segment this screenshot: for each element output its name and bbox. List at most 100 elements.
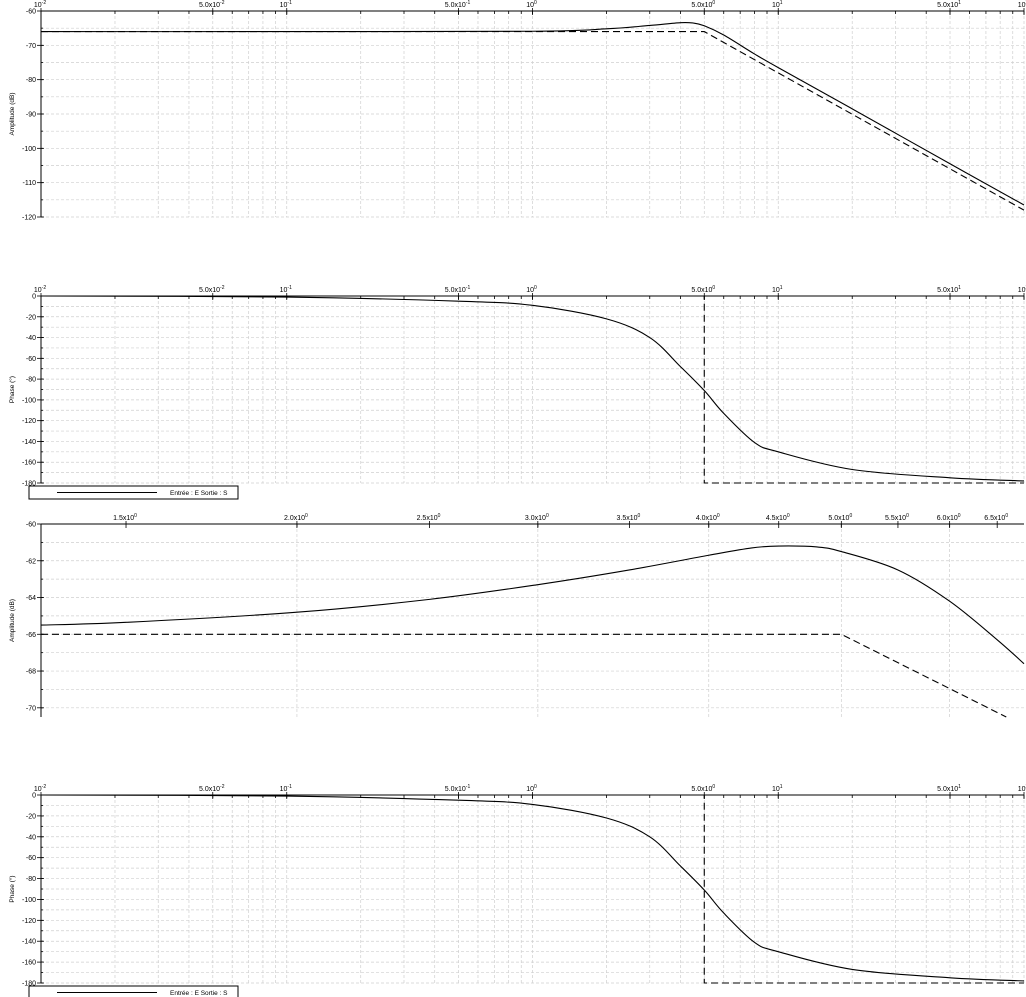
y-tick-label: -180 — [22, 481, 36, 488]
series-group — [41, 21, 1025, 211]
y-tick-label: -100 — [22, 146, 36, 153]
y-tick-label: -70 — [26, 705, 36, 712]
asymptote-curve — [41, 794, 1024, 984]
x-tick-label: 10-1 — [280, 784, 292, 793]
y-tick-label: -100 — [22, 397, 36, 404]
y-tick-label: 0 — [32, 793, 36, 800]
y-tick-label: -62 — [26, 558, 36, 565]
response-curve — [41, 794, 1025, 982]
y-axis-title: Amplitude (dB) — [9, 93, 16, 136]
x-tick-label: 100 — [526, 285, 537, 294]
grid — [41, 794, 1025, 984]
x-tick-label: 4.0x100 — [696, 513, 720, 522]
x-tick-label: 5.0x100 — [691, 0, 715, 9]
x-tick-label: 5.0x10-2 — [199, 784, 225, 793]
x-tick-label: 5.5x100 — [885, 513, 909, 522]
x-tick-label: 5.0x10-2 — [199, 285, 225, 294]
y-tick-label: -180 — [22, 981, 36, 988]
x-tick-label: 5.0x101 — [937, 285, 961, 294]
asymptote-curve — [41, 295, 1024, 484]
grid — [41, 295, 1025, 484]
legend: Entrée : E Sortie : S — [28, 485, 239, 500]
x-tick-label: 101 — [772, 784, 783, 793]
y-tick-label: -40 — [26, 335, 36, 342]
series-group — [41, 295, 1025, 484]
x-tick-label: 100 — [526, 784, 537, 793]
y-tick-label: -80 — [26, 377, 36, 384]
x-tick-label: 3.5x100 — [617, 513, 641, 522]
x-tick-label: 2.0x100 — [284, 513, 308, 522]
y-tick-label: -64 — [26, 595, 36, 602]
legend-label: Entrée : E Sortie : S — [170, 490, 228, 497]
y-axis-title: Phase (°) — [8, 875, 16, 902]
y-tick-label: -60 — [26, 855, 36, 862]
x-tick-label: 5.0x10-1 — [445, 0, 471, 9]
y-tick-label: -120 — [22, 215, 36, 222]
x-tick-label: 5.0x100 — [691, 285, 715, 294]
x-tick-label: 10-2 — [34, 784, 46, 793]
y-tick-label: -80 — [26, 77, 36, 84]
panel-3: 1.5x100 2.0x100 2.5x100 3.0x100 3.5x100 4.0x1… — [9, 513, 1025, 718]
x-tick-label: 5.0x10-1 — [445, 285, 471, 294]
x-tick-label: 10-1 — [280, 0, 292, 9]
x-tick-label: 102 — [1018, 0, 1026, 9]
x-tick-label: 5.0x100 — [691, 784, 715, 793]
y-tick-label: -70 — [26, 43, 36, 50]
legend-box — [28, 985, 239, 997]
y-tick-label: -80 — [26, 876, 36, 883]
x-tick-label: 102 — [1018, 285, 1026, 294]
y-tick-label: -160 — [22, 460, 36, 467]
panel-1: 10-2 5.0x10-2 10-1 5.0x10-1 100 5.0x100 101 5.0… — [9, 0, 1026, 222]
y-tick-label: -100 — [22, 897, 36, 904]
y-tick-label: -20 — [26, 813, 36, 820]
y-tick-label: -140 — [22, 439, 36, 446]
x-tick-label: 3.0x100 — [525, 513, 549, 522]
y-tick-label: -120 — [22, 918, 36, 925]
legend-label: Entrée : E Sortie : S — [170, 990, 228, 997]
x-tick-label: 5.0x101 — [937, 0, 961, 9]
x-tick-label: 10-1 — [280, 285, 292, 294]
grid — [41, 10, 1025, 218]
series-group — [41, 794, 1025, 984]
response-curve — [41, 545, 1025, 665]
y-tick-label: -160 — [22, 960, 36, 967]
x-tick-label: 5.0x10-1 — [445, 784, 471, 793]
y-tick-label: 0 — [32, 294, 36, 301]
x-tick-label: 6.0x100 — [937, 513, 961, 522]
y-tick-label: -60 — [26, 522, 36, 529]
x-tick-label: 4.5x100 — [766, 513, 790, 522]
x-tick-label: 101 — [772, 0, 783, 9]
x-tick-label: 2.5x100 — [417, 513, 441, 522]
panel-4: 10-2 5.0x10-2 10-1 5.0x10-1 100 5.0x100 101 5.0… — [8, 784, 1026, 997]
y-tick-label: -120 — [22, 418, 36, 425]
x-tick-label: 5.0x100 — [828, 513, 852, 522]
x-tick-label: 1.5x100 — [113, 513, 137, 522]
y-tick-label: -60 — [26, 356, 36, 363]
x-tick-label: 10-2 — [34, 0, 46, 9]
y-tick-label: -140 — [22, 939, 36, 946]
x-tick-label: 5.0x10-2 — [199, 0, 225, 9]
legend: Entrée : E Sortie : S — [28, 985, 239, 997]
y-tick-label: -20 — [26, 314, 36, 321]
grid — [41, 523, 1024, 717]
response-curve — [41, 295, 1025, 482]
x-tick-label: 10-2 — [34, 285, 46, 294]
y-tick-label: -90 — [26, 112, 36, 119]
y-tick-label: -68 — [26, 669, 36, 676]
y-tick-label: -40 — [26, 834, 36, 841]
y-tick-label: -110 — [23, 180, 37, 187]
x-tick-label: 101 — [772, 285, 783, 294]
panel-2: 10-2 5.0x10-2 10-1 5.0x10-1 100 5.0x100 101 5.0… — [8, 285, 1026, 500]
asymptote-curve — [41, 633, 1007, 718]
y-tick-label: -66 — [26, 632, 36, 639]
asymptote-curve — [41, 31, 1025, 211]
x-tick-label: 100 — [526, 0, 537, 9]
y-axis-title: Amplitude (dB) — [9, 599, 16, 642]
x-tick-label: 6.5x100 — [984, 513, 1008, 522]
x-tick-label: 5.0x101 — [937, 784, 961, 793]
x-tick-label: 102 — [1018, 784, 1026, 793]
series-group — [41, 545, 1025, 718]
y-axis-title: Phase (°) — [8, 376, 16, 403]
y-tick-label: -60 — [26, 9, 36, 16]
